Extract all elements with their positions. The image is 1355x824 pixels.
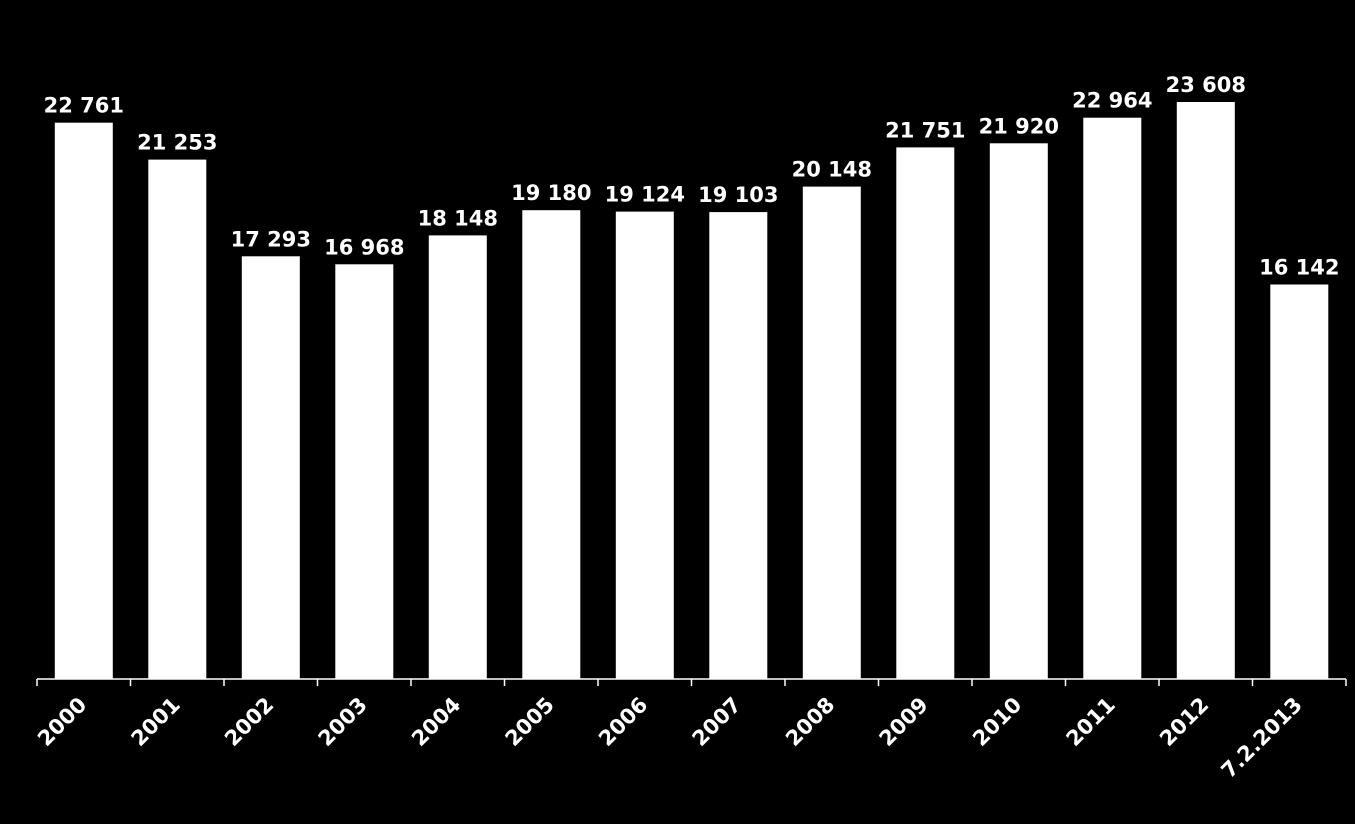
bars-group xyxy=(54,102,1329,680)
bar-2008 xyxy=(802,186,861,679)
bar-7.2.2013 xyxy=(1270,284,1329,679)
data-label-2007: 19 103 xyxy=(698,183,778,207)
x-tick-label-2010: 2010 xyxy=(968,693,1026,751)
bar-2005 xyxy=(522,210,581,679)
bar-2006 xyxy=(615,211,674,679)
x-tick-label-2012: 2012 xyxy=(1155,693,1213,751)
data-label-2000: 22 761 xyxy=(44,94,124,118)
x-tick-label-2004: 2004 xyxy=(407,693,465,751)
bar-2012 xyxy=(1176,102,1235,679)
data-label-2001: 21 253 xyxy=(137,131,217,155)
bar-2009 xyxy=(896,147,955,679)
x-axis-ticks-group xyxy=(36,679,1347,686)
data-label-2004: 18 148 xyxy=(418,206,498,230)
data-label-2012: 23 608 xyxy=(1166,73,1246,97)
x-tick-label-2011: 2011 xyxy=(1062,693,1120,751)
data-label-2011: 22 964 xyxy=(1072,89,1152,113)
x-tick-label-2002: 2002 xyxy=(220,693,278,751)
bar-2001 xyxy=(148,159,207,680)
x-tick-label-2001: 2001 xyxy=(127,693,185,751)
x-tick-label-2009: 2009 xyxy=(875,693,933,751)
x-tick-label-2003: 2003 xyxy=(314,693,372,751)
x-axis-tick-labels-group: 2000 2001 2002 2003 2004 2005 2006 2007 2008 2009… xyxy=(33,693,1307,783)
data-label-2009: 21 751 xyxy=(885,118,965,142)
bar-2000 xyxy=(54,122,113,679)
bar-2002 xyxy=(241,256,300,679)
x-tick-label-2005: 2005 xyxy=(501,693,559,751)
data-label-2003: 16 968 xyxy=(324,235,404,259)
bar-2004 xyxy=(428,235,487,679)
bar-2003 xyxy=(335,264,394,679)
data-label-2006: 19 124 xyxy=(605,183,685,207)
x-tick-label-2007: 2007 xyxy=(688,693,746,751)
data-label-2005: 19 180 xyxy=(511,181,591,205)
bar-2010 xyxy=(989,143,1048,680)
x-tick-label-2008: 2008 xyxy=(781,693,839,751)
data-label-2008: 20 148 xyxy=(792,158,872,182)
data-label-7.2.2013: 16 142 xyxy=(1259,256,1339,280)
x-tick-label-7.2.2013: 7.2.2013 xyxy=(1217,693,1307,783)
bar-2011 xyxy=(1083,117,1142,679)
x-tick-label-2000: 2000 xyxy=(33,693,91,751)
data-label-2010: 21 920 xyxy=(979,114,1059,138)
x-tick-label-2006: 2006 xyxy=(594,693,652,751)
value-labels-group: 22 761 21 253 17 293 16 968 18 148 19 180 19 1… xyxy=(44,73,1340,280)
data-label-2002: 17 293 xyxy=(231,227,311,251)
bar-2007 xyxy=(709,212,768,679)
